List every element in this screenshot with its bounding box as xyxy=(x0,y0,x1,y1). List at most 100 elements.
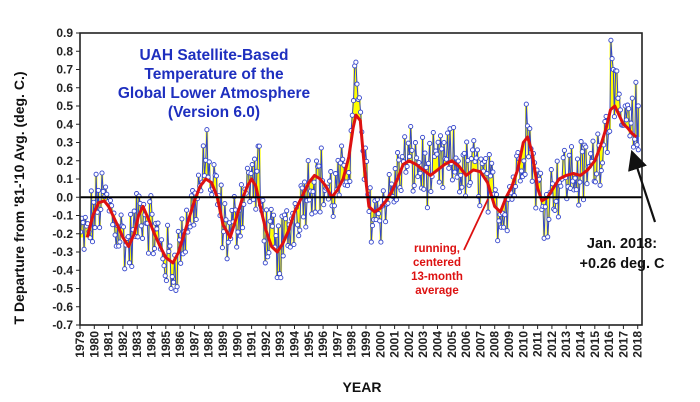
deviation-fill-bar xyxy=(472,140,476,171)
y-tick-label: 0.7 xyxy=(56,63,73,77)
monthly-data-point xyxy=(291,241,297,248)
monthly-data-point xyxy=(88,188,94,194)
x-tick-label: 2018 xyxy=(631,331,645,358)
deviation-fill-bar xyxy=(258,146,261,203)
x-tick-label: 2007 xyxy=(473,331,487,358)
x-tick-label: 1983 xyxy=(130,331,144,358)
monthly-data-point xyxy=(484,171,490,177)
monthly-data-point xyxy=(615,95,621,101)
monthly-data-point xyxy=(623,117,629,123)
monthly-data-point xyxy=(584,181,590,187)
title-line-1: UAH Satellite-Based xyxy=(139,47,288,64)
monthly-data-point xyxy=(149,211,155,217)
anno-running-line-2: centered xyxy=(413,257,461,269)
y-axis-ticks: 0.9 0.8 0.7 0.6 0.5 0.4 0.3 0.2 0.1 0.0 -0.1 -0.2 -0… xyxy=(52,26,80,332)
monthly-data-point xyxy=(518,168,525,174)
monthly-data-point xyxy=(294,222,301,228)
monthly-data-point xyxy=(523,101,529,107)
monthly-data-point xyxy=(178,260,184,266)
x-tick-label: 1985 xyxy=(159,331,173,358)
monthly-data-point xyxy=(492,187,498,193)
monthly-data-point xyxy=(312,209,318,215)
monthly-data-point xyxy=(408,123,414,130)
x-tick-label: 1980 xyxy=(87,331,101,358)
monthly-data-point xyxy=(116,243,122,249)
monthly-data-point xyxy=(455,158,461,164)
monthly-data-point xyxy=(145,250,152,256)
monthly-data-point xyxy=(522,171,528,177)
x-tick-label: 2001 xyxy=(388,331,402,358)
y-tick-label: 0.3 xyxy=(56,136,73,150)
monthly-data-point xyxy=(139,235,146,241)
deviation-fill-bar xyxy=(563,150,566,177)
x-tick-label: 1996 xyxy=(316,331,330,358)
monthly-data-point xyxy=(597,182,603,188)
monthly-data-point xyxy=(287,244,293,250)
monthly-data-point xyxy=(386,171,392,178)
monthly-data-point xyxy=(568,144,575,150)
anno-running-line-3: 13-month xyxy=(411,271,463,283)
deviation-fill-bar xyxy=(491,171,495,201)
monthly-data-point xyxy=(422,150,428,156)
monthly-data-point xyxy=(240,225,246,231)
x-tick-label: 2014 xyxy=(574,331,588,358)
monthly-data-point xyxy=(628,120,634,126)
anno-latest-line-1: Jan. 2018: xyxy=(587,236,657,252)
monthly-data-point xyxy=(526,154,532,160)
monthly-data-point xyxy=(129,263,135,270)
monthly-data-point xyxy=(337,160,343,166)
x-tick-label: 2013 xyxy=(559,331,573,358)
monthly-data-point xyxy=(558,183,564,189)
monthly-data-point xyxy=(166,248,172,255)
monthly-data-point xyxy=(614,68,620,74)
monthly-data-point xyxy=(425,160,432,166)
monthly-data-point xyxy=(300,214,306,220)
deviation-fill-bar xyxy=(322,183,325,205)
monthly-data-point xyxy=(135,234,141,240)
monthly-data-point xyxy=(321,202,327,208)
deviation-fill-bar xyxy=(105,194,109,205)
monthly-data-point xyxy=(428,188,434,195)
monthly-data-point xyxy=(340,156,346,162)
monthly-data-point xyxy=(486,152,492,158)
monthly-data-point xyxy=(467,180,473,186)
monthly-data-point xyxy=(162,273,168,279)
monthly-data-point xyxy=(204,127,210,133)
monthly-data-point xyxy=(219,245,225,251)
monthly-data-point xyxy=(577,179,583,185)
x-tick-label: 2004 xyxy=(431,331,445,358)
monthly-data-point xyxy=(474,147,480,153)
monthly-data-point xyxy=(502,212,508,218)
monthly-data-point xyxy=(151,246,158,252)
monthly-data-point xyxy=(396,157,402,163)
deviation-fill-bar xyxy=(499,209,503,228)
deviation-fill-bar xyxy=(549,169,553,192)
monthly-data-point xyxy=(235,229,241,235)
monthly-data-point xyxy=(122,266,128,272)
monthly-data-point xyxy=(261,238,267,244)
monthly-data-point xyxy=(213,173,219,179)
monthly-data-point xyxy=(138,223,144,229)
anno-latest-arrow xyxy=(628,149,657,223)
monthly-data-point xyxy=(222,201,228,207)
y-tick-label: -0.4 xyxy=(52,263,73,277)
monthly-data-point xyxy=(423,164,429,171)
monthly-data-point xyxy=(316,163,322,169)
monthly-data-point xyxy=(478,156,484,162)
monthly-data-point xyxy=(635,103,641,109)
monthly-data-point xyxy=(347,178,353,184)
smoothed-series-layer xyxy=(85,104,638,265)
x-tick-label: 1990 xyxy=(230,331,244,358)
monthly-data-point xyxy=(317,209,323,215)
monthly-data-point xyxy=(542,204,548,210)
monthly-data-point xyxy=(630,144,637,150)
deviation-fill-bar xyxy=(505,195,509,231)
monthly-data-point xyxy=(179,216,185,222)
x-tick-label: 2000 xyxy=(373,331,387,358)
monthly-data-point xyxy=(269,223,275,229)
monthly-data-point xyxy=(527,126,533,132)
monthly-data-point xyxy=(435,139,441,145)
deviation-fill-bar xyxy=(503,200,507,215)
monthly-data-point xyxy=(267,218,273,224)
monthly-data-point xyxy=(131,208,137,214)
